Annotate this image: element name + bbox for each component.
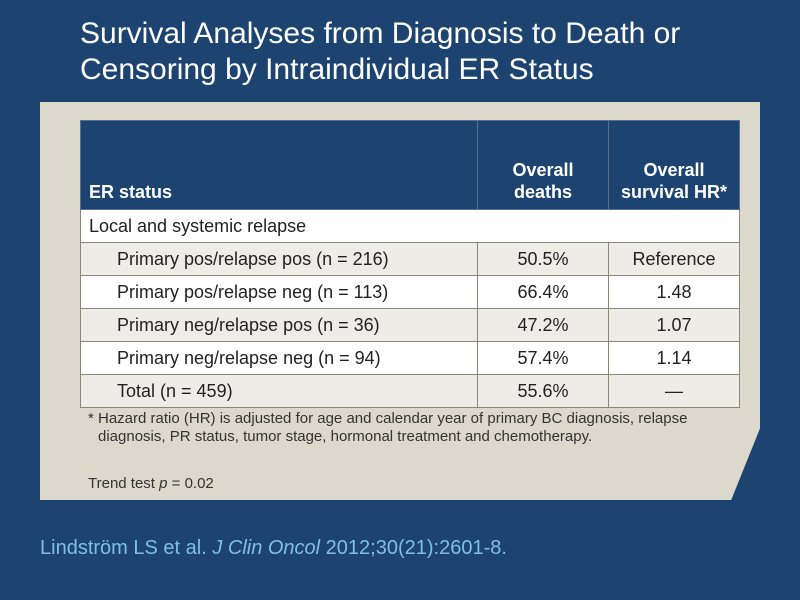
table-row: Primary neg/relapse neg (n = 94) 57.4% 1… [80, 341, 740, 375]
header-er-status: ER status [80, 120, 478, 210]
row-hr: 1.14 [608, 341, 740, 375]
footnote-marker: * [88, 410, 94, 427]
table-row: Primary neg/relapse pos (n = 36) 47.2% 1… [80, 308, 740, 342]
row-label: Primary pos/relapse pos (n = 216) [80, 242, 478, 276]
row-hr: 1.48 [608, 275, 740, 309]
citation: Lindström LS et al. J Clin Oncol 2012;30… [40, 537, 507, 560]
citation-details: 2012;30(21):2601-8. [320, 537, 507, 559]
row-label: Primary pos/relapse neg (n = 113) [80, 275, 478, 309]
row-deaths: 50.5% [477, 242, 609, 276]
survival-table: ER status Overall deaths Overall surviva… [80, 120, 740, 408]
citation-journal: J Clin Oncol [212, 537, 321, 559]
table-row: Total (n = 459) 55.6% — [80, 374, 740, 408]
trend-value: = 0.02 [167, 475, 214, 492]
slide-title: Survival Analyses from Diagnosis to Deat… [80, 17, 681, 86]
table-group-row: Local and systemic relapse [80, 209, 740, 243]
header-overall-deaths: Overall deaths [477, 120, 609, 210]
row-deaths: 55.6% [477, 374, 609, 408]
row-hr: Reference [608, 242, 740, 276]
row-hr: 1.07 [608, 308, 740, 342]
row-hr: — [608, 374, 740, 408]
citation-authors: Lindström LS et al. [40, 537, 213, 559]
header-overall-survival-hr: Overall survival HR* [608, 120, 740, 210]
row-deaths: 57.4% [477, 341, 609, 375]
trend-variable: p [159, 475, 168, 492]
row-deaths: 47.2% [477, 308, 609, 342]
row-label: Primary neg/relapse neg (n = 94) [80, 341, 478, 375]
row-label: Total (n = 459) [80, 374, 478, 408]
group-label: Local and systemic relapse [80, 209, 740, 243]
table-row: Primary pos/relapse pos (n = 216) 50.5% … [80, 242, 740, 276]
trend-prefix: Trend test [88, 475, 160, 492]
table-row: Primary pos/relapse neg (n = 113) 66.4% … [80, 275, 740, 309]
row-label: Primary neg/relapse pos (n = 36) [80, 308, 478, 342]
table-header-row: ER status Overall deaths Overall surviva… [80, 120, 740, 210]
footnote-text: Hazard ratio (HR) is adjusted for age an… [98, 410, 688, 445]
footnote: * Hazard ratio (HR) is adjusted for age … [88, 410, 748, 446]
trend-test: Trend test p = 0.02 [88, 475, 214, 492]
row-deaths: 66.4% [477, 275, 609, 309]
